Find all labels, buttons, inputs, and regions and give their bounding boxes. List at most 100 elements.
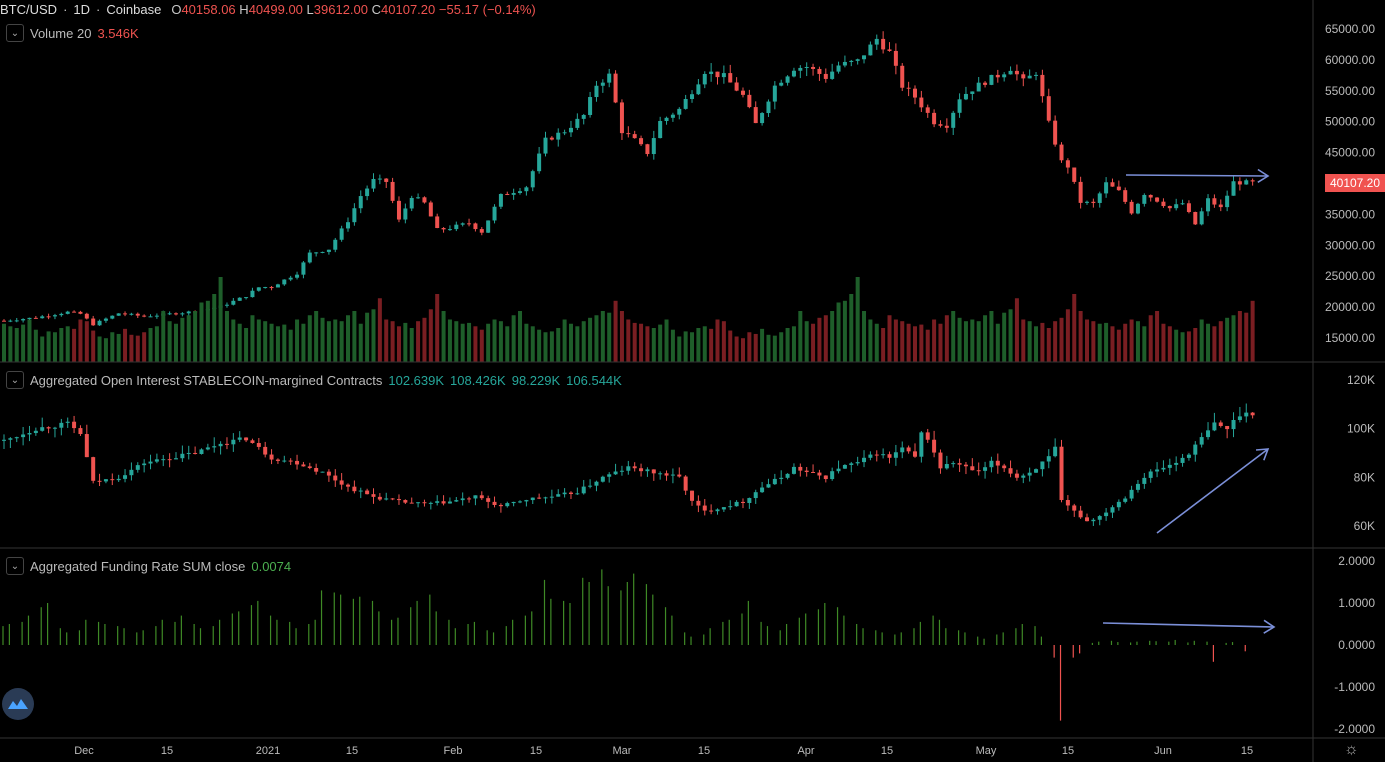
price-candle xyxy=(1244,180,1249,185)
volume-bar xyxy=(970,319,975,362)
volume-bar xyxy=(1199,319,1204,362)
price-candle xyxy=(1027,75,1032,79)
open-interest-candle xyxy=(409,502,414,504)
volume-bar xyxy=(1142,326,1147,362)
volume-bar xyxy=(715,319,720,362)
volume-bar xyxy=(441,311,446,362)
price-tick-label: 45000.00 xyxy=(1325,146,1375,160)
interval[interactable]: 1D xyxy=(73,2,91,17)
chevron-down-icon[interactable]: ⌄ xyxy=(6,371,24,389)
price-candle xyxy=(1225,195,1230,208)
price-candle xyxy=(40,316,45,319)
open-interest-candle xyxy=(702,505,707,511)
open-label: O xyxy=(171,2,182,17)
volume-bar xyxy=(702,326,707,362)
open-interest-candle xyxy=(1250,412,1255,416)
price-candle xyxy=(52,315,57,317)
price-candle xyxy=(619,102,624,134)
price-candle xyxy=(562,132,567,134)
volume-bar xyxy=(989,311,994,362)
price-candle xyxy=(8,320,13,322)
volume-bar xyxy=(874,323,879,362)
open-interest-candle xyxy=(65,421,70,423)
chevron-down-icon[interactable]: ⌄ xyxy=(6,557,24,575)
price-candle xyxy=(505,193,510,195)
oi-tick-label: 60K xyxy=(1354,519,1375,533)
open-interest-candle xyxy=(919,432,924,457)
price-candle xyxy=(384,178,389,182)
separator: · xyxy=(96,2,101,17)
symbol-name[interactable]: BTC/USD xyxy=(0,2,58,17)
x-tick-label: 2021 xyxy=(256,745,280,757)
open-interest-candle xyxy=(339,480,344,485)
volume-bar xyxy=(148,328,153,362)
volume-bar xyxy=(123,328,128,362)
volume-bar xyxy=(893,319,898,362)
volume-bar xyxy=(72,328,77,362)
open-interest-candle xyxy=(868,454,873,458)
volume-bar xyxy=(1046,328,1051,362)
open-interest-candle xyxy=(836,468,841,472)
volume-bar xyxy=(1237,311,1242,362)
open-interest-candle xyxy=(269,454,274,460)
chevron-down-icon[interactable]: ⌄ xyxy=(6,24,24,42)
open-interest-candle xyxy=(237,437,242,440)
wave-logo-icon[interactable] xyxy=(2,688,34,720)
open-interest-candle xyxy=(2,439,6,441)
volume-bar xyxy=(811,323,816,362)
open-interest-candle xyxy=(963,464,968,467)
volume-label: Volume 20 xyxy=(30,25,92,41)
open-interest-candle xyxy=(1174,462,1179,465)
open-interest-candle xyxy=(435,501,440,503)
price-candle xyxy=(830,71,835,79)
price-candle xyxy=(91,318,96,326)
open-interest-candle xyxy=(632,466,637,469)
open-interest-candle xyxy=(1199,437,1204,445)
open-interest-candle xyxy=(27,433,32,435)
price-candle xyxy=(715,71,720,78)
close-label: C xyxy=(371,2,382,17)
volume-bar xyxy=(1053,321,1058,362)
open-interest-candle xyxy=(938,452,943,469)
price-candle xyxy=(256,287,261,291)
volume-bar xyxy=(110,332,115,362)
volume-bar xyxy=(836,302,841,362)
volume-bar xyxy=(1148,315,1153,362)
volume-bar xyxy=(435,294,440,362)
open-interest-candle xyxy=(849,463,854,465)
open-interest-candle xyxy=(721,507,726,510)
price-candle xyxy=(473,223,478,230)
price-candle xyxy=(581,114,586,119)
volume-bar xyxy=(581,321,586,362)
volume-bar xyxy=(983,315,988,362)
volume-bar xyxy=(543,332,548,362)
price-candle xyxy=(989,74,994,85)
open-interest-candle xyxy=(518,501,523,503)
price-candle xyxy=(798,67,803,71)
open-interest-candle xyxy=(588,485,593,487)
price-candle xyxy=(702,73,707,85)
open-interest-candle xyxy=(524,500,529,502)
open-interest-candle xyxy=(562,492,567,495)
price-candle xyxy=(1161,201,1166,207)
open-interest-candle xyxy=(72,421,77,429)
high-label: H xyxy=(239,2,249,17)
open-interest-candle xyxy=(1180,457,1185,463)
volume-bar xyxy=(180,317,185,362)
volume-bar xyxy=(186,315,191,362)
volume-bar xyxy=(1135,321,1140,362)
price-candle xyxy=(2,320,6,322)
price-candle xyxy=(690,94,695,100)
open-interest-candle xyxy=(842,464,847,469)
price-candle xyxy=(1053,120,1058,145)
gear-icon[interactable]: ☼ xyxy=(1344,741,1359,758)
volume-bar xyxy=(1078,311,1083,362)
price-candle xyxy=(33,317,38,319)
open-interest-candle xyxy=(830,471,835,480)
volume-bar xyxy=(390,321,395,362)
open-interest-candle xyxy=(887,454,892,458)
open-interest-candle xyxy=(1078,510,1083,518)
open-interest-candle xyxy=(403,500,408,503)
volume-bar xyxy=(562,319,567,362)
